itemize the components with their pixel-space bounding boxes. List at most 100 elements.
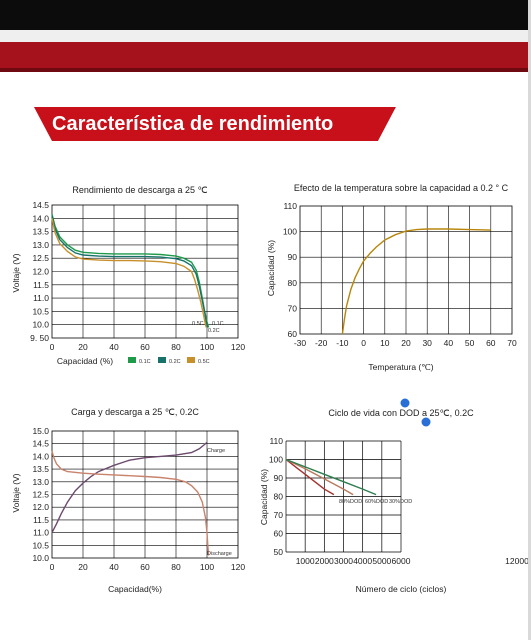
plot-area [299,205,513,335]
y-tick-label: 14.5 [32,439,49,449]
series-line [51,218,207,328]
y-tick-label: 15.0 [32,426,49,436]
series-line [341,228,491,335]
annotation-label: 0.1C [212,321,224,327]
annotation-label: 0.2C [208,328,220,334]
annotation-label: 30%DOD [389,499,412,505]
x-tick-label: 10 [380,338,390,348]
series-line [285,458,354,496]
x-tick-label: 0 [361,338,366,348]
x-tick-label: 20 [78,562,88,572]
y-axis-label: Voltaje (V) [11,473,21,512]
y-tick-label: 13.0 [32,477,49,487]
y-tick-label: 90 [288,252,298,262]
chart-svg: Ciclo de vida con DOD a 25℃, 0.2C 50 60 70 8… [259,408,529,594]
y-tick-label: 10.5 [32,540,49,550]
x-tick-label: 60 [140,562,150,572]
plot-area [285,440,402,553]
y-tick-label: 50 [274,547,284,557]
chart-svg: Efecto de la temperatura sobre la capaci… [266,183,517,372]
y-tick-label: 110 [283,201,297,211]
top-gap [0,30,531,42]
chart-title: Ciclo de vida con DOD a 25℃, 0.2C [328,408,474,418]
y-tick-label: 12.0 [32,502,49,512]
series-line [51,451,210,556]
y-tick-label: 60 [274,529,284,539]
x-tick-label: 20 [401,338,411,348]
plot-area [51,204,239,339]
legend-swatch [187,357,195,363]
x-axis-label: Capacidad (%) [57,356,113,366]
x-axis-label: Temperatura (℃) [368,362,433,372]
legend: 0.1C 0.2C 0.5C [128,357,210,365]
annotation-label: 60%DOD [365,499,388,505]
x-tick-label: -10 [336,338,349,348]
y-tick-label: 11.5 [33,280,49,290]
annotation-label: Charge [207,448,225,454]
x-tick-label: 120 [231,342,245,352]
y-tick-label: 110 [269,436,283,446]
y-tick-label: 10.5 [32,306,49,316]
x-tick-label: 5000 [372,556,391,566]
y-tick-label: 100 [269,455,283,465]
x-tick-label: 80 [171,562,181,572]
series-line [285,458,377,496]
x-tick-label: 0 [50,342,55,352]
x-tick-label: 30 [422,338,432,348]
y-tick-label: 70 [274,510,284,520]
series-line [285,458,335,496]
x-tick-label: 3000 [334,556,353,566]
annotation-label: 0.5C [192,321,204,327]
x-tick-label: 100 [200,342,214,352]
right-edge-border [528,0,531,640]
plot-area [51,430,239,559]
y-tick-label: 11.5 [33,515,49,525]
y-tick-label: 10.0 [32,320,49,330]
chart-title: Efecto de la temperatura sobre la capaci… [294,183,509,193]
selection-handle-left[interactable] [400,398,410,408]
y-tick-label: 14.0 [32,451,49,461]
title-banner [34,107,396,141]
charge-discharge-chart: Carga y descarga a 25 ℃, 0.2C 10.0 10.5 11.… [0,402,265,602]
y-tick-label: 14.0 [32,213,49,223]
y-tick-label: 13.5 [32,227,49,237]
x-tick-label: 4000 [353,556,372,566]
y-tick-label: 13.5 [32,464,49,474]
x-tick-label: 20 [78,342,88,352]
x-tick-label: 120 [231,562,245,572]
x-tick-label: 60 [486,338,496,348]
chart-svg: Rendimiento de descarga a 25 ℃ 9. 50 10.0 1… [11,185,245,366]
x-tick-label: 100 [200,562,214,572]
legend-swatch [128,357,136,363]
y-tick-label: 60 [288,329,298,339]
x-tick-label: 6000 [392,556,411,566]
red-header-shadow [0,68,531,72]
y-tick-label: 11.0 [33,293,49,303]
legend-label: 0.2C [169,359,181,365]
x-tick-label: 60 [140,342,150,352]
y-tick-label: 12.5 [32,253,49,263]
y-tick-label: 80 [274,492,284,502]
y-tick-label: 90 [274,473,284,483]
y-tick-label: 14.5 [32,200,49,210]
x-tick-label: -30 [294,338,307,348]
y-tick-label: 10.0 [32,553,49,563]
x-tick-label: -20 [315,338,328,348]
series-line [51,215,209,328]
y-tick-label: 70 [288,303,298,313]
x-tick-label: 2000 [315,556,334,566]
selection-handle-right[interactable] [421,417,431,427]
x-tick-label: 12000 [505,556,529,566]
annotation-label: 80%DOD [339,499,362,505]
y-tick-label: 13.0 [32,240,49,250]
y-tick-label: 12.5 [32,490,49,500]
y-tick-label: 12.0 [32,267,49,277]
discharge-chart: Rendimiento de descarga a 25 ℃ 9. 50 10.0 1… [0,178,265,378]
y-tick-label: 100 [283,227,297,237]
x-tick-label: 40 [109,562,119,572]
y-axis-label: Capacidad (%) [266,240,276,296]
y-axis-label: Voltaje (V) [11,253,21,292]
x-tick-label: 0 [50,562,55,572]
legend-label: 0.1C [139,359,151,365]
chart-title: Carga y descarga a 25 ℃, 0.2C [71,407,199,417]
